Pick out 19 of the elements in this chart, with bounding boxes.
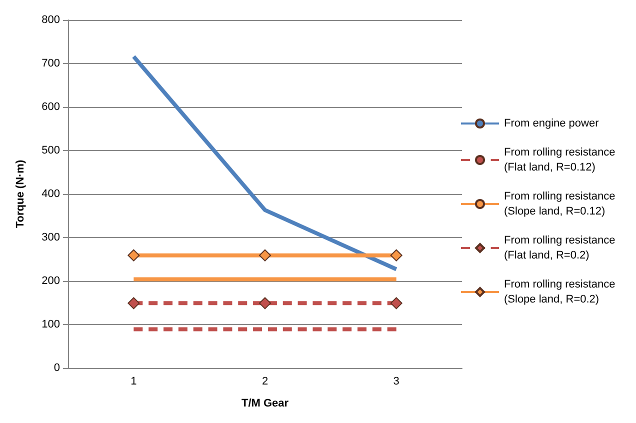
y-tick-label: 500 [42, 144, 60, 156]
y-tick-label: 800 [42, 14, 60, 26]
legend-label: From engine power [504, 118, 600, 130]
x-tick-label: 2 [262, 376, 268, 388]
y-tick-label: 400 [42, 188, 60, 200]
x-tick-label: 3 [393, 376, 400, 388]
y-tick-label: 0 [54, 362, 60, 374]
x-tick-label: 1 [130, 376, 137, 388]
y-tick-label: 300 [42, 232, 60, 244]
y-tick-label: 600 [42, 101, 60, 113]
y-tick-label: 700 [42, 58, 60, 70]
y-tick-label: 200 [42, 275, 60, 287]
legend-label: From rolling resistance (Slope land, R=0.12) [504, 190, 618, 218]
legend-label: From rolling resistance (Flat land, R=0.2) [504, 234, 618, 262]
legend-label: From rolling resistance (Slope land, R=0.2) [504, 278, 618, 306]
y-axis-title: Torque (N·m) [14, 160, 26, 228]
y-tick-label: 100 [42, 318, 60, 330]
legend-label: From rolling resistance (Flat land, R=0.12) [504, 146, 618, 174]
x-axis-title: T/M Gear [241, 398, 290, 410]
